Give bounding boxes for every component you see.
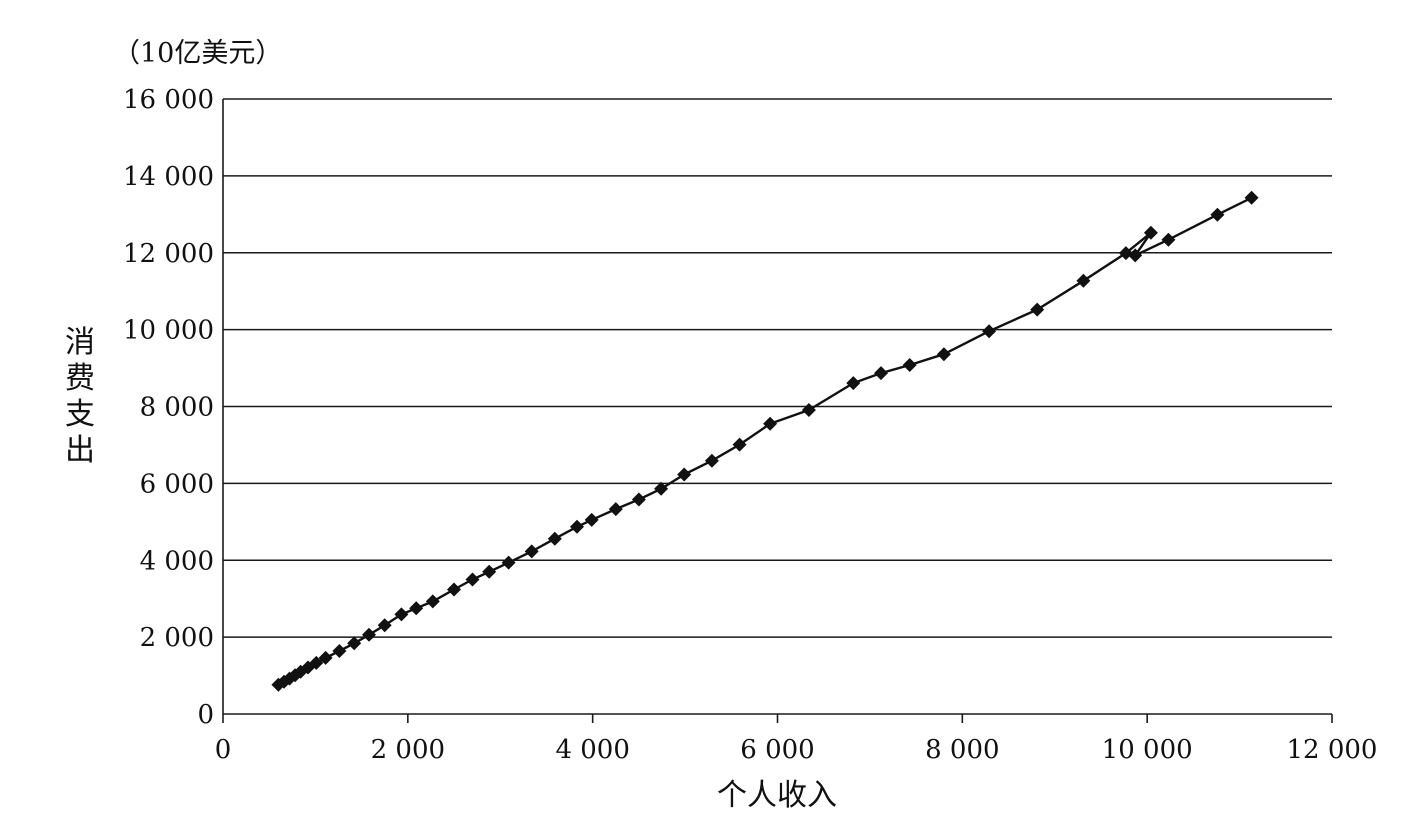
data-point: [608, 502, 623, 517]
data-point: [1143, 225, 1158, 240]
data-point: [409, 601, 424, 616]
data-point: [482, 564, 497, 579]
data-point: [465, 572, 480, 587]
data-point: [547, 531, 562, 546]
data-point: [1076, 273, 1091, 288]
x-tick-label: 6 000: [740, 735, 814, 765]
data-point: [982, 324, 997, 339]
y-tick-label: 12 000: [123, 239, 214, 269]
data-point: [332, 644, 347, 658]
data-point: [1244, 190, 1259, 205]
gridlines: [223, 98, 1332, 638]
x-tick-label: 0: [215, 735, 232, 765]
data-point: [394, 607, 409, 622]
x-tick-label: 10 000: [1102, 735, 1193, 765]
data-point: [732, 437, 747, 452]
x-tick-label: 2 000: [371, 735, 445, 765]
data-point: [677, 467, 692, 482]
data-point: [524, 544, 539, 559]
data-point: [447, 582, 461, 597]
data-point: [1210, 207, 1225, 222]
tick-labels: 0 2 000 4 000 6 000 8 000 10 000 12 000 0 2 000 4…: [123, 85, 1377, 765]
data-point: [309, 655, 324, 670]
data-point: [763, 416, 778, 431]
y-tick-label: 0: [197, 700, 214, 730]
data-point: [1030, 302, 1045, 317]
series: [271, 190, 1259, 692]
data-point: [1128, 248, 1143, 263]
data-point: [654, 481, 669, 496]
y-axis-title: 消费支出: [65, 325, 95, 468]
data-point: [801, 403, 816, 417]
y-tick-label: 14 000: [123, 162, 214, 192]
x-tick-label: 8 000: [925, 735, 999, 765]
data-point: [936, 347, 951, 362]
x-tick-label: 12 000: [1287, 735, 1378, 765]
data-point: [362, 627, 376, 642]
y-tick-label: 6 000: [140, 469, 214, 499]
series-line: [277, 196, 1253, 686]
data-point: [1161, 232, 1176, 247]
axes: [222, 99, 1333, 723]
x-axis-title: 个人收入: [717, 778, 837, 813]
y-tick-label: 16 000: [123, 85, 214, 115]
y-tick-label: 8 000: [140, 393, 214, 423]
data-point: [501, 555, 516, 570]
data-point: [704, 453, 719, 468]
data-point: [347, 636, 362, 651]
y-tick-label: 10 000: [123, 316, 214, 346]
data-point: [377, 618, 392, 633]
data-point: [584, 512, 599, 527]
y-unit-label: （10亿美元）: [113, 38, 282, 69]
data-point: [425, 594, 440, 609]
data-point: [318, 650, 333, 665]
data-point: [846, 376, 861, 391]
y-tick-label: 4 000: [140, 546, 214, 576]
x-tick-label: 4 000: [555, 735, 629, 765]
data-point: [874, 366, 888, 381]
y-tick-label: 2 000: [140, 623, 214, 653]
data-point: [631, 492, 646, 507]
data-point: [570, 519, 584, 534]
data-point: [902, 358, 917, 372]
